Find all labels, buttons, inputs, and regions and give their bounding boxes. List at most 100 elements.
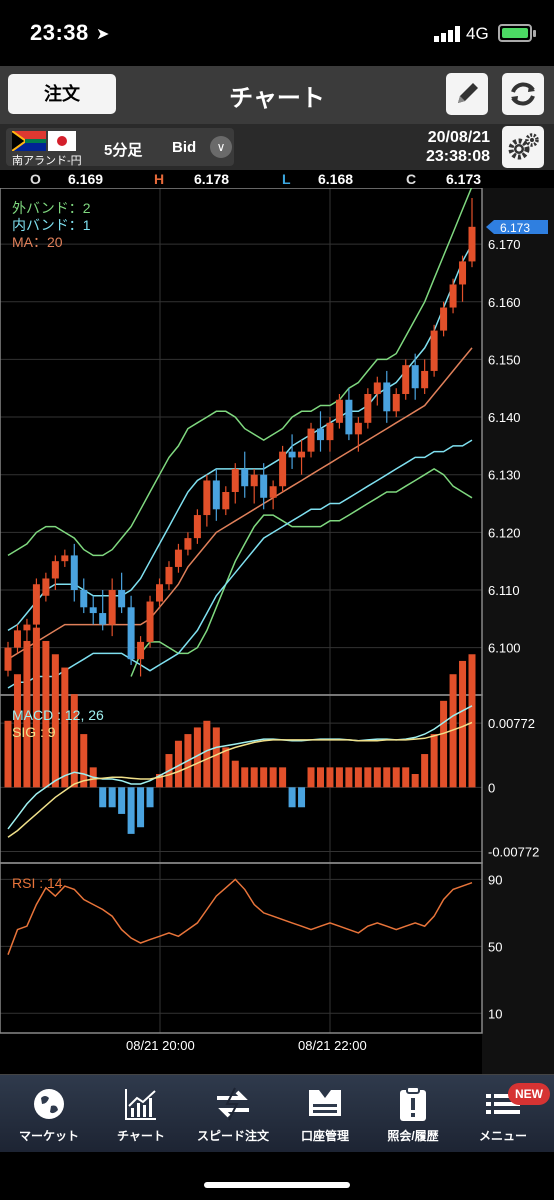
macd-histogram-bar bbox=[449, 674, 457, 788]
open-label: O bbox=[30, 171, 41, 187]
candle-body bbox=[89, 607, 97, 614]
candle-body bbox=[32, 584, 40, 625]
location-arrow-icon: ➤ bbox=[96, 26, 110, 43]
outer-lower-band bbox=[130, 468, 473, 677]
instrument-selector[interactable]: 南アランド-円 5分足 Bid ∨ bbox=[6, 128, 234, 167]
ma-legend: MA：20 bbox=[12, 234, 63, 250]
macd-histogram-bar bbox=[99, 787, 107, 808]
macd-histogram-bar bbox=[345, 767, 353, 788]
outer-upper-band bbox=[7, 188, 473, 557]
inner-lower-band bbox=[7, 439, 473, 689]
chart-settings-row: 南アランド-円 5分足 Bid ∨ 20/08/21 23:38:08 bbox=[0, 124, 554, 170]
macd-histogram-bar bbox=[4, 720, 12, 788]
chevron-down-icon[interactable]: ∨ bbox=[210, 136, 232, 158]
macd-histogram-bar bbox=[13, 674, 21, 788]
macd-histogram-bar bbox=[430, 734, 438, 788]
price-type-label: Bid bbox=[172, 139, 197, 156]
candle-body bbox=[80, 590, 88, 608]
candle-body bbox=[402, 365, 410, 394]
macd-histogram-bar bbox=[241, 767, 249, 788]
macd-histogram-bar bbox=[80, 734, 88, 788]
macd-histogram-bar bbox=[137, 787, 145, 828]
clipboard-icon bbox=[400, 1086, 426, 1121]
speed-order-icon bbox=[217, 1087, 249, 1121]
tab-chart[interactable]: チャート bbox=[96, 1085, 186, 1144]
draw-button[interactable] bbox=[446, 73, 488, 115]
sig-legend: SIG : 9 bbox=[12, 724, 56, 740]
tab-history-label: 照会/履歴 bbox=[387, 1129, 439, 1143]
tab-history[interactable]: 照会/履歴 bbox=[368, 1085, 458, 1144]
rsi-line bbox=[7, 878, 473, 955]
macd-histogram-bar bbox=[392, 767, 400, 788]
macd-histogram-bar bbox=[203, 720, 211, 788]
close-label: C bbox=[406, 171, 417, 187]
candle-body bbox=[430, 330, 438, 371]
new-badge: NEW bbox=[508, 1083, 550, 1105]
macd-histogram-bar bbox=[174, 740, 182, 788]
macd-histogram-bar bbox=[316, 767, 324, 788]
candle-body bbox=[42, 578, 50, 596]
price-chart[interactable]: 外バンド：2 内バンド：1 MA：20 MACD : 12, 26 SIG : … bbox=[0, 188, 554, 1074]
candle-body bbox=[184, 538, 192, 550]
candle-body bbox=[364, 394, 372, 423]
chart-time: 23:38:08 bbox=[425, 148, 490, 165]
candle-body bbox=[4, 647, 12, 671]
tab-speed-order[interactable]: スピード注文 bbox=[188, 1085, 278, 1144]
signal-line bbox=[7, 721, 473, 838]
refresh-button[interactable] bbox=[502, 73, 544, 115]
rsi-axis-label: 50 bbox=[488, 939, 502, 954]
macd-histogram-bar bbox=[108, 787, 116, 808]
macd-histogram-bar bbox=[411, 774, 419, 788]
low-value: 6.168 bbox=[318, 171, 354, 187]
candle-body bbox=[345, 399, 353, 435]
south-africa-flag-icon bbox=[12, 131, 46, 151]
candle-body bbox=[288, 451, 296, 458]
candle-body bbox=[440, 307, 448, 331]
chart-icon bbox=[125, 1089, 156, 1120]
candle-body bbox=[203, 480, 211, 516]
macd-histogram-bar bbox=[118, 787, 126, 814]
time-axis-label: 08/21 20:00 bbox=[126, 1038, 195, 1053]
tab-account[interactable]: 口座管理 bbox=[280, 1085, 370, 1144]
macd-histogram-bar bbox=[127, 787, 135, 834]
home-indicator bbox=[0, 1152, 554, 1200]
pair-name: 南アランド-円 bbox=[12, 155, 82, 167]
candle-body bbox=[222, 492, 230, 510]
candle-body bbox=[307, 428, 315, 452]
candle-body bbox=[174, 549, 182, 567]
tab-bar: マーケット チャート スピード注文 口座管理 照会/履歴 メニュー NE bbox=[0, 1074, 554, 1152]
tab-chart-label: チャート bbox=[117, 1129, 165, 1143]
tab-speed-order-label: スピード注文 bbox=[196, 1129, 269, 1143]
tab-market[interactable]: マーケット bbox=[4, 1085, 94, 1144]
timeframe-label: 5分足 bbox=[104, 142, 143, 159]
macd-histogram-bar bbox=[364, 767, 372, 788]
high-label: H bbox=[154, 171, 165, 187]
macd-histogram-bar bbox=[298, 787, 306, 808]
candle-body bbox=[118, 590, 126, 608]
menu-list-icon bbox=[486, 1094, 520, 1114]
macd-histogram-bar bbox=[193, 727, 201, 788]
macd-legend: MACD : 12, 26 bbox=[12, 707, 104, 723]
candle-body bbox=[231, 468, 239, 492]
tab-menu[interactable]: メニュー bbox=[458, 1085, 548, 1144]
macd-histogram-bar bbox=[421, 754, 429, 788]
current-price-label: 6.173 bbox=[500, 221, 530, 235]
chart-settings-button[interactable] bbox=[502, 126, 544, 168]
tab-account-label: 口座管理 bbox=[300, 1129, 349, 1143]
ohlc-bar: O 6.169 H 6.178 L 6.168 C 6.173 bbox=[0, 170, 554, 188]
price-axis-label: 6.100 bbox=[488, 641, 521, 656]
macd-histogram-bar bbox=[250, 767, 258, 788]
order-button[interactable]: 注文 bbox=[8, 74, 116, 114]
candle-body bbox=[70, 555, 78, 590]
candle-body bbox=[449, 284, 457, 308]
macd-histogram-bar bbox=[23, 640, 31, 788]
battery-charging-icon bbox=[498, 24, 536, 42]
candle-body bbox=[241, 468, 249, 487]
macd-histogram-bar bbox=[288, 787, 296, 808]
candle-body bbox=[23, 624, 31, 631]
low-label: L bbox=[282, 171, 291, 187]
chart-datetime: 20/08/21 23:38:08 bbox=[400, 128, 490, 166]
candle-body bbox=[392, 394, 400, 412]
candle-body bbox=[316, 428, 324, 441]
time-axis-label: 08/21 22:00 bbox=[298, 1038, 367, 1053]
